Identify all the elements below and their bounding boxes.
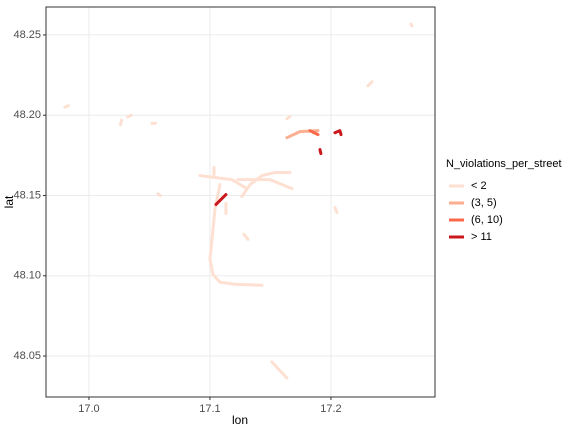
y-tick-label: 48.25 [13,29,41,41]
y-tick-label: 48.20 [13,109,41,121]
legend-title: N_violations_per_street [446,158,562,170]
y-axis-title: lat [2,195,16,208]
y-tick-label: 48.05 [13,350,41,362]
x-axis-title: lon [232,413,248,427]
plot-background [46,7,435,397]
street-line [214,129,343,206]
legend-label: > 11 [471,231,492,243]
legend-label: (6, 10) [471,214,503,226]
panel-border [45,6,436,398]
legend-label: < 2 [471,180,487,192]
legend-label: (3, 5) [471,197,497,209]
x-tick-label: 17.2 [320,403,341,415]
y-tick-label: 48.15 [13,189,41,201]
y-tick-label: 48.10 [13,270,41,282]
x-tick-label: 17.1 [199,403,220,415]
street-line [308,129,320,137]
street-line [63,22,414,380]
x-tick-label: 17.0 [78,403,99,415]
